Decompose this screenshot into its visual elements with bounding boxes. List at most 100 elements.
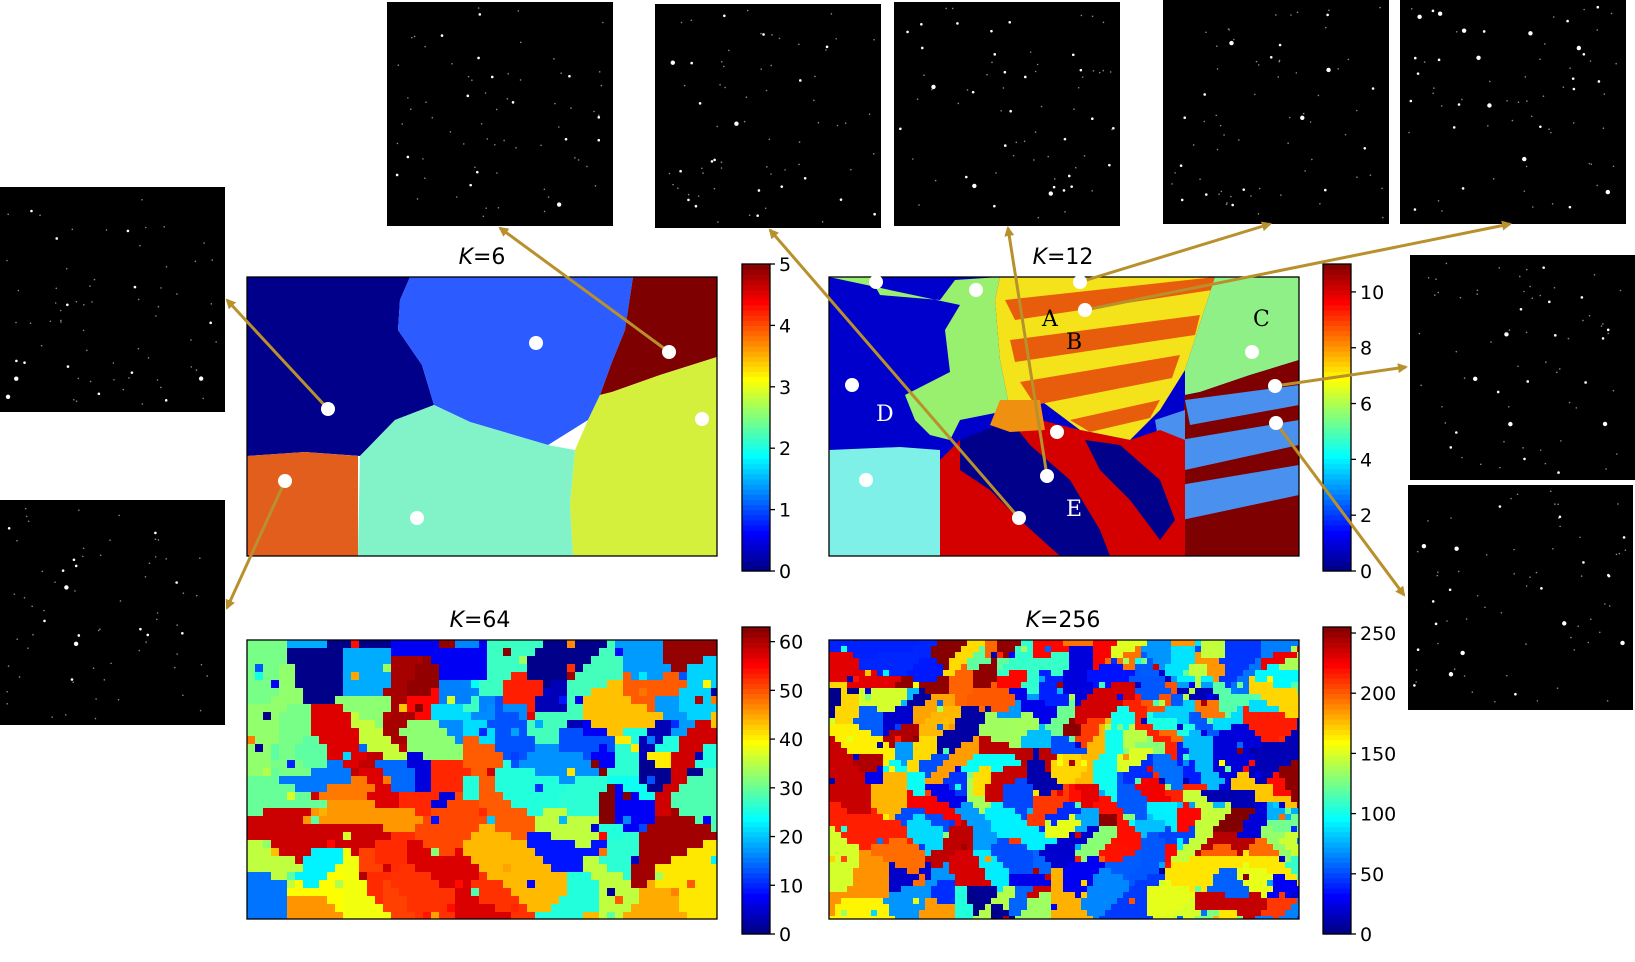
- map-cell: [925, 646, 932, 653]
- map-cell: [997, 742, 1004, 749]
- map-cell: [599, 816, 608, 825]
- map-cell: [1279, 724, 1286, 731]
- map-cell: [1045, 688, 1052, 695]
- map-cell: [679, 696, 688, 705]
- speckle: [416, 198, 419, 200]
- map-cell: [583, 760, 592, 769]
- map-cell: [263, 840, 272, 849]
- map-cell: [319, 744, 328, 753]
- map-cell: [591, 712, 600, 721]
- speckle: [89, 380, 92, 383]
- colorbar-segment: [1323, 484, 1351, 490]
- map-cell: [829, 664, 836, 671]
- map-cell: [383, 824, 392, 833]
- map-cell: [527, 808, 536, 817]
- map-cell: [1045, 742, 1052, 749]
- map-cell: [1213, 724, 1220, 731]
- map-cell: [1195, 736, 1202, 743]
- map-cell: [439, 688, 448, 697]
- map-cell: [1147, 736, 1154, 743]
- map-cell: [303, 784, 312, 793]
- speckle: [964, 175, 968, 179]
- map-cell: [1207, 742, 1214, 749]
- map-cell: [263, 712, 272, 721]
- map-cell: [1045, 766, 1052, 773]
- map-cell: [1183, 784, 1190, 791]
- map-cell: [973, 676, 980, 683]
- map-cell: [943, 694, 950, 701]
- map-cell: [615, 720, 624, 729]
- map-cell: [431, 736, 440, 745]
- map-cell: [985, 742, 992, 749]
- map-cell: [703, 648, 712, 657]
- map-cell: [487, 856, 496, 865]
- map-cell: [1027, 682, 1034, 689]
- map-cell: [1291, 766, 1298, 773]
- map-cell: [623, 864, 632, 873]
- map-cell: [615, 904, 624, 913]
- map-cell: [895, 700, 902, 707]
- speckle: [1506, 331, 1508, 334]
- speckle: [61, 569, 65, 572]
- map-cell: [695, 856, 704, 865]
- map-cell: [1279, 748, 1286, 755]
- map-cell: [1291, 652, 1298, 659]
- map-cell: [647, 688, 656, 697]
- map-cell: [853, 748, 860, 755]
- map-cell: [1159, 652, 1166, 659]
- map-cell: [1159, 670, 1166, 677]
- map-cell: [247, 832, 256, 841]
- speckle: [1431, 9, 1435, 13]
- speckle: [6, 702, 9, 705]
- map-cell: [955, 688, 962, 695]
- map-cell: [1111, 664, 1118, 671]
- map-cell: [1153, 640, 1160, 647]
- map-cell: [647, 704, 656, 713]
- map-cell: [503, 848, 512, 857]
- map-cell: [1189, 712, 1196, 719]
- map-cell: [679, 728, 688, 737]
- map-cell: [847, 682, 854, 689]
- map-cell: [1039, 694, 1046, 701]
- map-cell: [551, 760, 560, 769]
- map-cell: [1111, 718, 1118, 725]
- colorbar-segment: [1323, 330, 1351, 337]
- map-cell: [575, 728, 584, 737]
- map-cell: [359, 784, 368, 793]
- map-cell: [847, 652, 854, 659]
- map-cell: [961, 640, 968, 647]
- map-cell: [1273, 652, 1280, 659]
- map-cell: [367, 648, 376, 657]
- map-cell: [1111, 706, 1118, 713]
- map-cell: [255, 752, 264, 761]
- k6-region-3: [247, 452, 358, 556]
- map-cell: [415, 840, 424, 849]
- map-cell: [1009, 640, 1016, 647]
- map-cell: [671, 736, 680, 745]
- map-cell: [383, 656, 392, 665]
- speckle: [748, 214, 751, 217]
- map-cell: [883, 790, 890, 797]
- map-cell: [985, 748, 992, 755]
- map-cell: [455, 800, 464, 809]
- map-cell: [1177, 766, 1184, 773]
- speckle: [813, 99, 815, 102]
- map-cell: [847, 730, 854, 737]
- speckle: [830, 13, 833, 15]
- map-cell: [1261, 730, 1268, 737]
- map-cell: [1285, 682, 1292, 689]
- speckle: [49, 320, 52, 323]
- speckle: [1063, 137, 1067, 141]
- speckle: [1525, 643, 1527, 645]
- map-cell: [455, 808, 464, 817]
- map-cell: [703, 856, 712, 865]
- map-cell: [415, 912, 424, 920]
- map-cell: [1231, 670, 1238, 677]
- map-cell: [631, 848, 640, 857]
- map-cell: [1159, 784, 1166, 791]
- map-cell: [985, 736, 992, 743]
- map-cell: [1045, 790, 1052, 797]
- map-cell: [655, 848, 664, 857]
- map-cell: [703, 664, 712, 673]
- map-cell: [1045, 652, 1052, 659]
